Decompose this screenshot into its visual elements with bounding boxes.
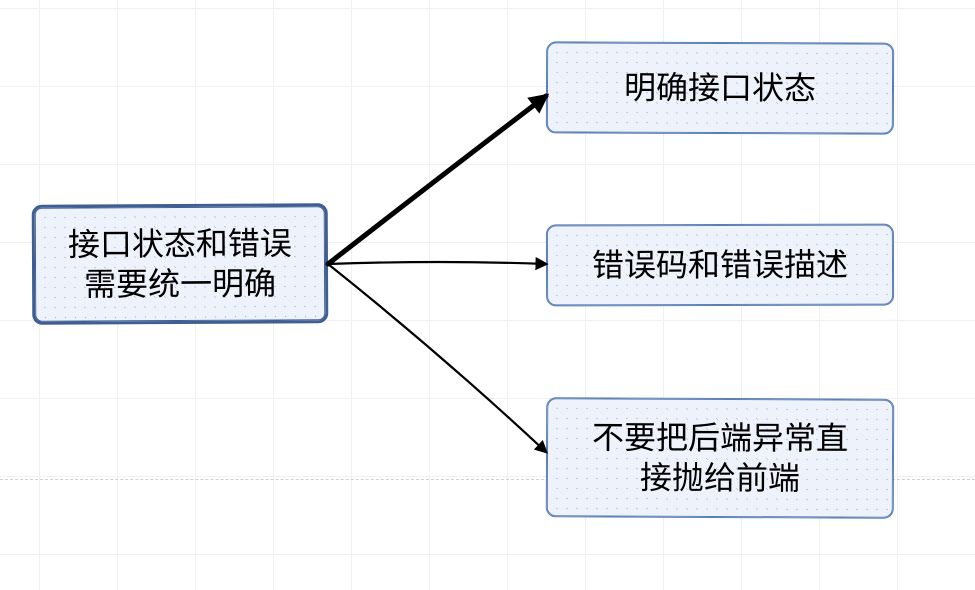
- root-node: 接口状态和错误 需要统一明确: [32, 203, 329, 325]
- child-node-3: 不要把后端异常直 接抛给前端: [546, 397, 895, 519]
- child-node-2-label: 错误码和错误描述: [582, 239, 858, 292]
- child-node-1-label: 明确接口状态: [614, 62, 826, 115]
- child-node-2: 错误码和错误描述: [546, 224, 894, 307]
- child-node-3-label: 不要把后端异常直 接抛给前端: [582, 411, 858, 504]
- root-node-label: 接口状态和错误 需要统一明确: [58, 217, 302, 310]
- child-node-1: 明确接口状态: [546, 41, 894, 134]
